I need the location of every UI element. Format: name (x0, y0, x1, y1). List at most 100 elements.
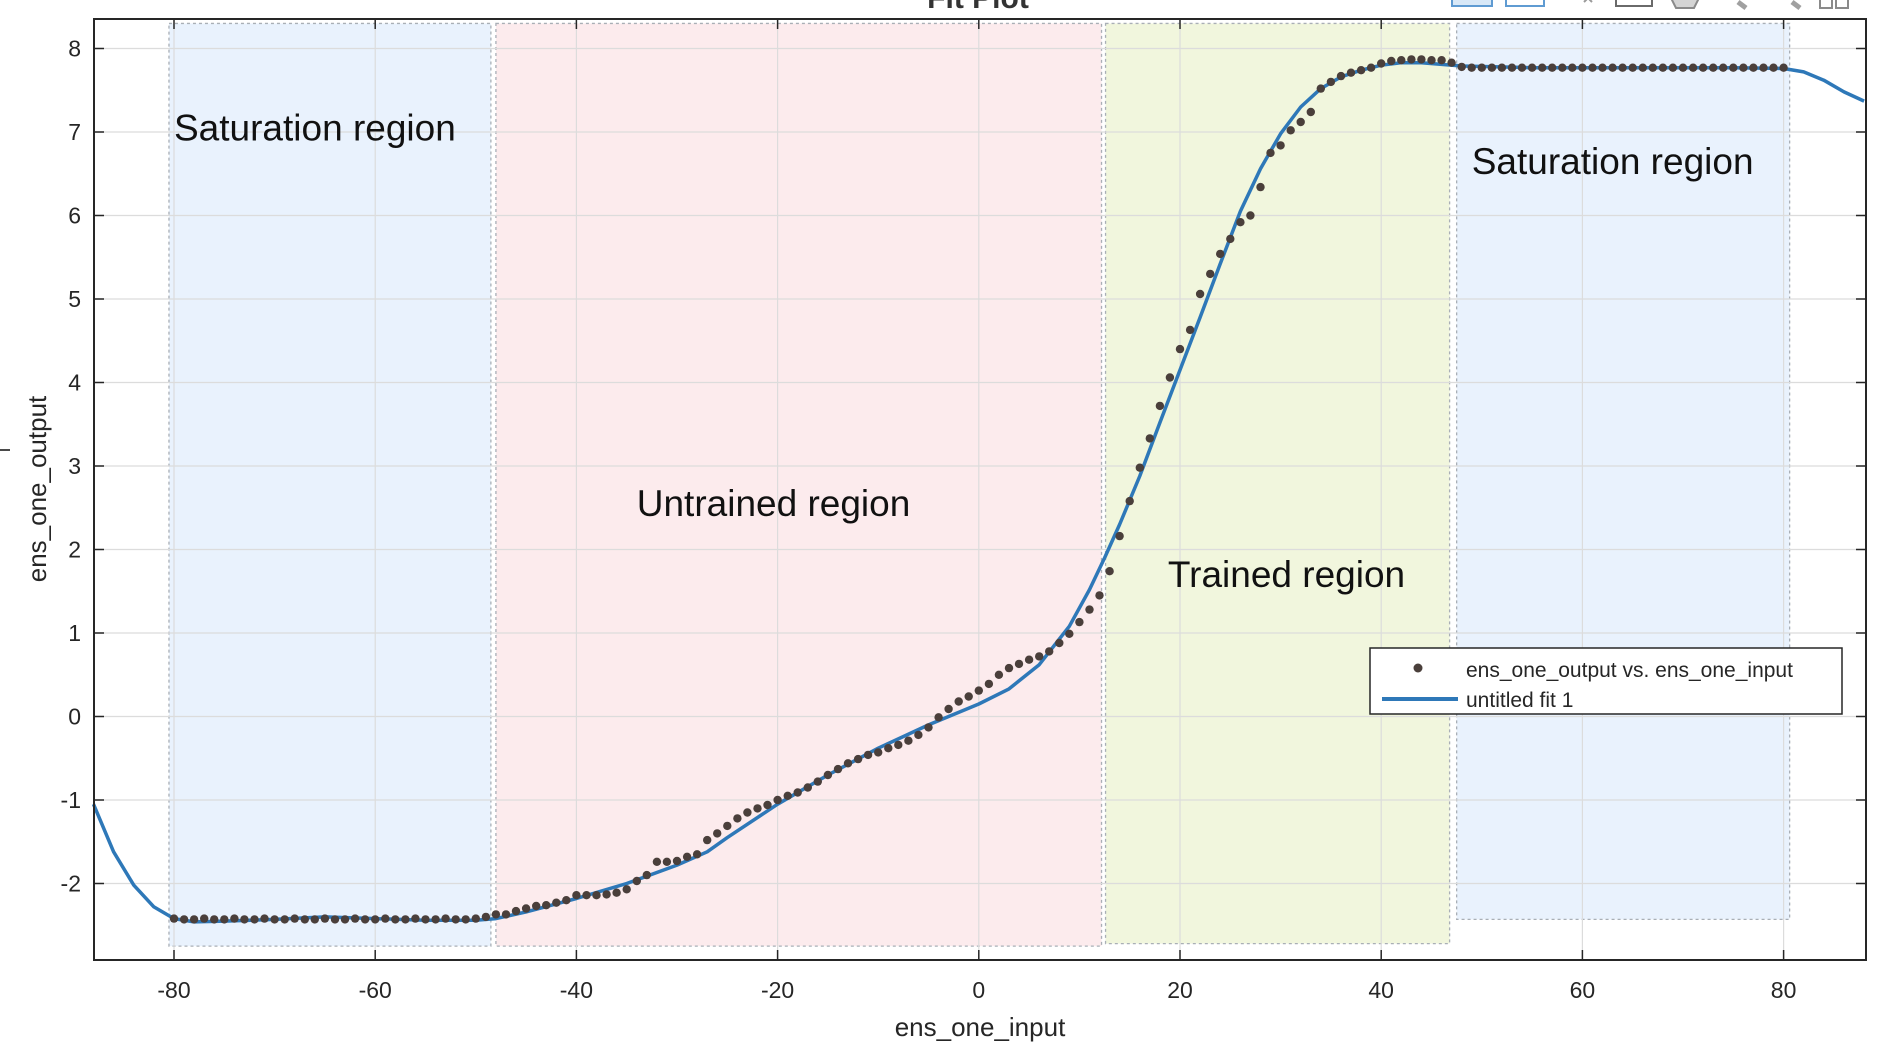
data-point (1407, 55, 1416, 64)
layout-icon[interactable] (1819, 0, 1833, 9)
data-point (642, 870, 651, 880)
data-point (1195, 289, 1205, 299)
data-point (1035, 652, 1044, 661)
data-point (632, 876, 641, 886)
region-labels: Saturation region Untrained region Trained… (174, 107, 1754, 595)
data-point (1719, 63, 1728, 72)
data-point (1075, 617, 1084, 627)
data-point (1045, 647, 1054, 656)
pin-icon[interactable] (1736, 0, 1748, 10)
data-point (1709, 63, 1718, 72)
data-point (793, 788, 802, 797)
data-point (1216, 249, 1225, 259)
data-point (1366, 63, 1376, 72)
data-point (1065, 629, 1074, 638)
data-point (1105, 567, 1114, 576)
data-point (1678, 63, 1688, 72)
layout-icon-secondary[interactable] (1835, 0, 1849, 9)
data-point (1276, 141, 1285, 150)
y-axis-label: ens_one_output (22, 395, 52, 582)
data-point (1316, 84, 1326, 93)
data-point (894, 740, 903, 750)
data-point (592, 891, 601, 900)
data-point (511, 906, 521, 916)
y-tick-label: 3 (68, 453, 81, 479)
data-point (391, 915, 400, 924)
data-point (773, 795, 782, 805)
y-tick-label: 0 (68, 704, 81, 730)
x-tick-label: 60 (1570, 977, 1596, 1003)
data-point (652, 857, 662, 866)
y-tick-label: 1 (68, 620, 81, 646)
data-point (1055, 638, 1064, 648)
data-point (371, 915, 380, 924)
data-point (743, 808, 752, 817)
data-point (1698, 63, 1708, 72)
data-point (713, 829, 722, 838)
data-point (441, 914, 450, 923)
brush-icon[interactable] (1583, 0, 1593, 3)
data-point (753, 804, 762, 813)
data-point (1558, 63, 1567, 72)
data-point (833, 764, 843, 774)
data-point (1296, 117, 1305, 127)
data-point (1517, 63, 1527, 72)
export-icon[interactable] (1615, 0, 1653, 7)
y-tick-label: -1 (61, 787, 81, 813)
data-point (924, 723, 933, 732)
save-icon[interactable] (1670, 0, 1700, 9)
data-point (904, 736, 913, 745)
data-point (340, 915, 350, 924)
data-point (884, 744, 893, 753)
data-point (1487, 63, 1497, 72)
edit-icon[interactable] (1790, 0, 1802, 10)
data-point (1417, 55, 1426, 64)
data-point (280, 915, 289, 924)
data-point (813, 777, 822, 786)
data-point (1608, 63, 1617, 72)
data-point (562, 896, 571, 905)
figure-toolbar[interactable] (1451, 0, 1849, 10)
data-point (733, 814, 742, 823)
data-point (843, 759, 853, 768)
data-point (401, 915, 410, 924)
data-point (431, 915, 440, 924)
data-point (602, 890, 611, 899)
data-point (572, 891, 581, 900)
data-point (1658, 63, 1668, 72)
grid-lines (94, 19, 1866, 960)
data-point (169, 914, 179, 923)
x-tick-label: -40 (560, 977, 593, 1003)
data-point (1356, 66, 1366, 75)
data-point (552, 898, 561, 907)
data-point (994, 670, 1004, 679)
data-point (1256, 182, 1265, 192)
data-point (703, 835, 712, 845)
data-point (1598, 63, 1607, 72)
data-point (501, 910, 511, 919)
data-point (934, 713, 943, 722)
data-point (974, 686, 983, 695)
data-point (1668, 63, 1678, 72)
chart-title: Fit Plot (927, 0, 1029, 15)
data-point (1185, 325, 1195, 335)
data-point (542, 901, 551, 910)
data-point (320, 914, 330, 923)
zoom-pan-icon[interactable] (1451, 0, 1493, 7)
data-point (1346, 68, 1356, 77)
data-point (1477, 63, 1487, 72)
axis-ticks (94, 19, 1866, 960)
legend[interactable]: ens_one_output vs. ens_one_input untitle… (1369, 647, 1843, 715)
data-point (360, 915, 370, 924)
legend-marker-points (1413, 663, 1423, 673)
data-point (1397, 56, 1406, 65)
y-tick-label: 7 (68, 119, 81, 145)
data-point (1387, 56, 1396, 66)
data-point (1759, 63, 1768, 72)
data-tips-icon[interactable] (1505, 0, 1545, 7)
data-point (1085, 605, 1094, 614)
data-point (1135, 463, 1145, 472)
data-point (944, 704, 953, 714)
x-tick-label: -60 (359, 977, 392, 1003)
x-tick-label: 20 (1167, 977, 1193, 1003)
